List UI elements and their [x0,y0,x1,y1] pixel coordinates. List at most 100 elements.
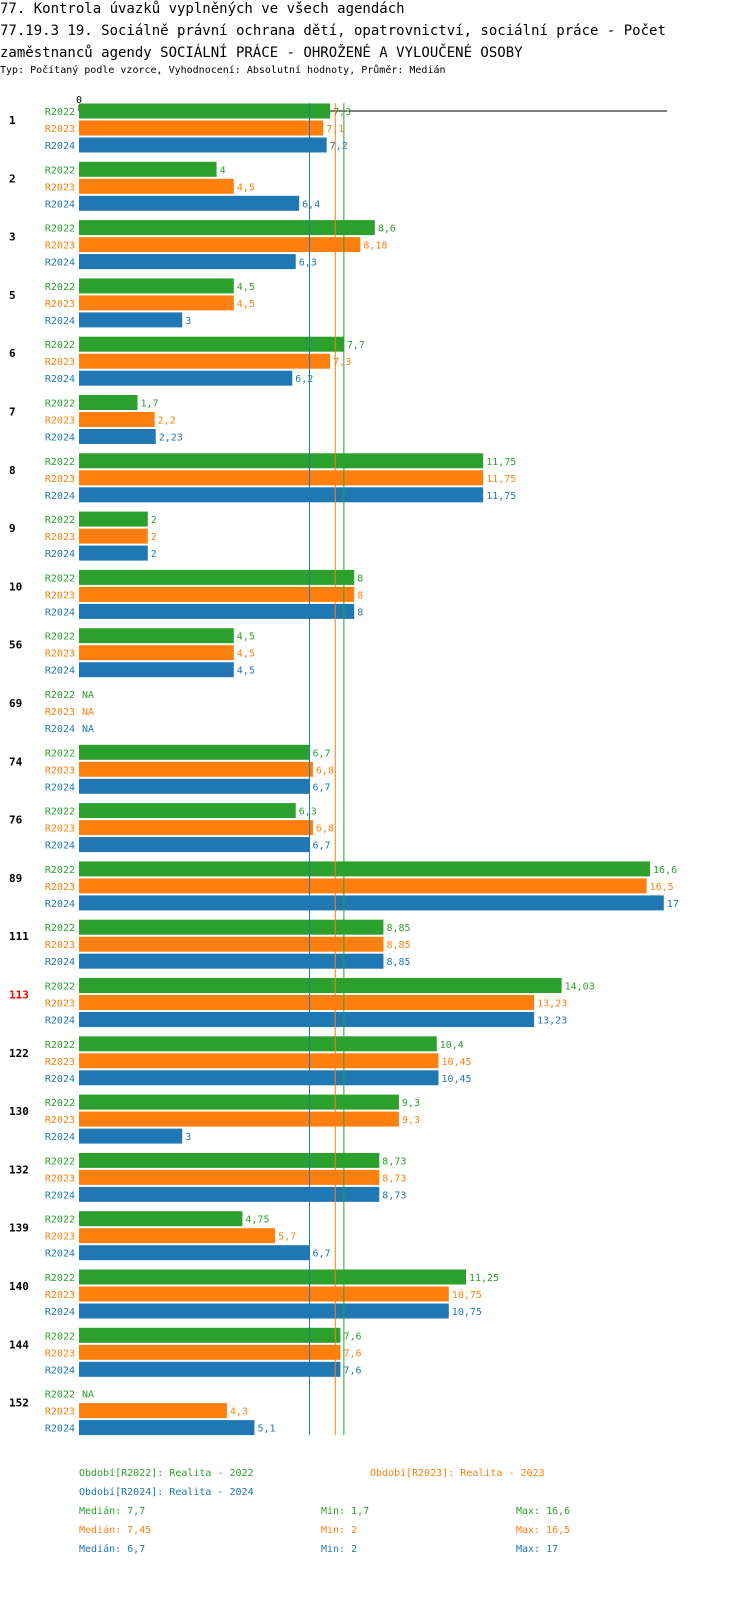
series-label: R2022 [45,1040,75,1051]
series-label: R2024 [45,899,75,910]
data-label: 7,6 [343,1348,361,1359]
stat-min: Min: 1,7 [321,1506,369,1517]
category-label: 5 [9,289,16,302]
bar [79,1269,466,1285]
series-label: R2024 [45,491,75,502]
series-label: R2024 [45,1307,75,1318]
data-label: 11,25 [469,1273,499,1284]
series-label: R2023 [45,1290,75,1301]
data-label: NA [82,724,94,735]
data-label: 5,7 [278,1232,296,1243]
bar [79,137,327,153]
series-label: R2024 [45,666,75,677]
series-label: R2024 [45,841,75,852]
bar [79,569,355,585]
bar [79,429,156,444]
bar [79,470,484,486]
series-label: R2023 [45,357,75,368]
data-label: 10,4 [440,1040,464,1051]
series-label: R2022 [45,515,75,526]
bar [79,195,300,211]
bar [79,645,234,661]
series-label: R2023 [45,416,75,427]
data-label: 6,7 [312,748,330,759]
data-label: 8,18 [363,241,387,252]
data-label: 2 [151,532,157,543]
category-label: 89 [9,872,22,885]
series-label: R2023 [45,765,75,776]
stat-max: Max: 16,5 [516,1525,570,1536]
series-label: R2023 [45,649,75,660]
bar [79,1361,341,1377]
chart-subtitle: 77.19.3 19. Sociálně právní ochrana dětí… [0,23,666,61]
stat-min: Min: 2 [321,1544,357,1555]
series-label: R2023 [45,1407,75,1418]
bar [79,861,651,877]
stat-min: Min: 2 [321,1525,357,1536]
series-label: R2024 [45,1132,75,1143]
bar [79,1403,227,1419]
bar [79,336,344,352]
data-label: 8,85 [386,923,410,934]
data-label: 11,75 [486,457,516,468]
data-label: 4,5 [237,182,255,193]
category-label: 2 [9,172,16,185]
stat-median: Medián: 7,45 [79,1524,151,1536]
series-label: R2022 [45,748,75,759]
series-label: R2023 [45,940,75,951]
bar [79,545,148,561]
series-label: R2023 [45,1348,75,1359]
category-label: 111 [9,930,29,943]
bar [79,1094,399,1110]
data-label: 8,6 [378,224,396,235]
series-label: R2022 [45,1098,75,1109]
bar [79,1053,439,1069]
data-label: 8 [357,590,363,601]
series-label: R2024 [45,374,75,385]
series-label: R2022 [45,107,75,118]
series-label: R2022 [45,573,75,584]
bar [79,353,331,369]
data-label: 6,2 [295,374,313,385]
data-label: 10,45 [441,1074,471,1085]
series-label: R2024 [45,724,75,735]
category-label: 9 [9,522,16,535]
bar [79,312,183,328]
series-label: R2024 [45,1424,75,1435]
bar [79,1211,243,1227]
data-label: 7,3 [333,107,351,118]
series-label: R2023 [45,474,75,485]
bar [79,453,484,469]
data-label: 7,7 [347,340,365,351]
series-label: R2024 [45,258,75,269]
bar [79,528,148,544]
bar [79,254,296,270]
data-label: 11,75 [486,474,516,485]
bar [79,1420,255,1436]
bar [79,395,138,410]
category-label: 144 [9,1338,29,1351]
series-label: R2024 [45,1016,75,1027]
series-label: R2024 [45,316,75,327]
category-label: 8 [9,464,16,477]
data-label: 8,73 [382,1190,406,1201]
category-label: 7 [9,406,16,419]
data-label: 13,23 [537,1016,567,1027]
data-label: 8 [357,607,363,618]
bar [79,487,484,503]
bar [79,1228,276,1244]
series-label: R2022 [45,1273,75,1284]
data-label: NA [82,707,94,718]
category-label: 56 [9,639,23,652]
bar [79,1036,437,1052]
bar [79,803,296,819]
chart-title: 77. Kontrola úvazků vyplněných ve všech … [0,1,405,17]
category-label: 3 [9,231,16,244]
data-label: 8,73 [382,1156,406,1167]
data-label: 4,3 [230,1407,248,1418]
data-label: 13,23 [537,999,567,1010]
series-label: R2024 [45,782,75,793]
bar [79,1152,380,1168]
legend-entry: Období[R2022]: Realita - 2022 [79,1467,254,1479]
series-label: R2023 [45,1173,75,1184]
